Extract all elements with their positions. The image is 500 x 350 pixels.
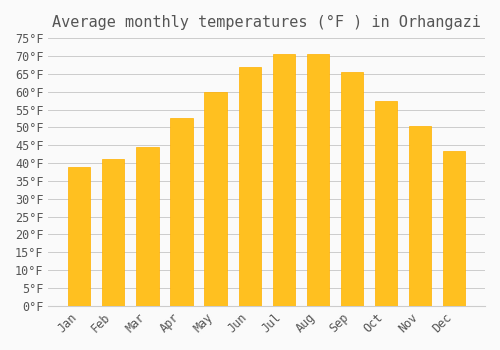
Bar [306, 54, 329, 306]
Bar [375, 100, 397, 306]
Title: Average monthly temperatures (°F ) in Orhangazi: Average monthly temperatures (°F ) in Or… [52, 15, 481, 30]
Bar [136, 147, 158, 306]
Bar [238, 67, 260, 306]
Bar [443, 150, 465, 306]
Bar [170, 118, 192, 306]
Bar [341, 72, 363, 306]
Bar [204, 92, 227, 306]
Bar [272, 54, 295, 306]
Bar [409, 126, 431, 306]
Bar [68, 167, 90, 306]
Bar [102, 160, 124, 306]
